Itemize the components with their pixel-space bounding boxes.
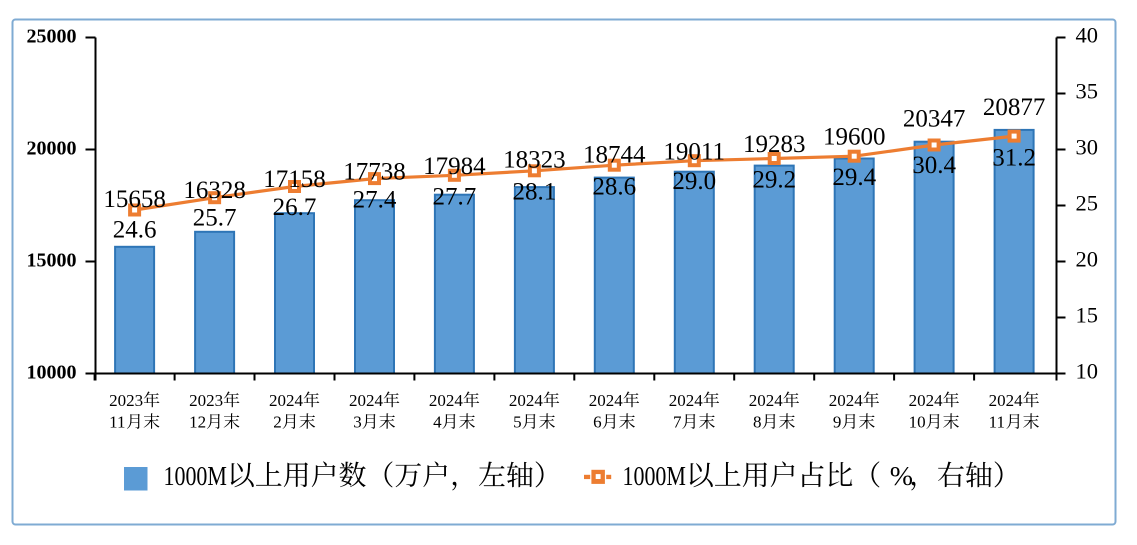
svg-text:25.7: 25.7 (193, 205, 237, 232)
svg-text:17158: 17158 (263, 166, 326, 193)
svg-text:10: 10 (909, 413, 926, 432)
svg-text:20877: 20877 (983, 94, 1046, 121)
svg-text:2024: 2024 (349, 391, 384, 410)
svg-text:15000: 15000 (27, 250, 77, 272)
svg-text:17984: 17984 (423, 153, 486, 180)
svg-text:12: 12 (189, 413, 206, 432)
svg-text:9: 9 (833, 413, 842, 432)
svg-text:%: % (890, 461, 913, 492)
svg-text:2024: 2024 (909, 391, 944, 410)
svg-text:2024: 2024 (269, 391, 304, 410)
svg-text:10000: 10000 (27, 362, 77, 384)
svg-text:2: 2 (273, 413, 282, 432)
svg-text:11: 11 (989, 413, 1005, 432)
svg-text:25000: 25000 (27, 26, 77, 48)
svg-text:27.7: 27.7 (433, 184, 477, 211)
svg-text:19011: 19011 (663, 139, 725, 166)
svg-text:8: 8 (753, 413, 762, 432)
svg-text:2024: 2024 (989, 391, 1024, 410)
svg-text:1000M: 1000M (623, 461, 686, 492)
svg-text:2024: 2024 (749, 391, 784, 410)
svg-text:26.7: 26.7 (273, 194, 317, 221)
svg-text:2024: 2024 (829, 391, 864, 410)
svg-text:30.4: 30.4 (912, 152, 956, 179)
svg-text:5: 5 (513, 413, 522, 432)
svg-text:4: 4 (433, 413, 442, 432)
svg-text:31.2: 31.2 (992, 144, 1036, 171)
svg-text:17738: 17738 (343, 159, 406, 186)
svg-text:29.0: 29.0 (672, 168, 716, 195)
svg-text:29.2: 29.2 (752, 167, 796, 194)
svg-text:10: 10 (1076, 358, 1099, 383)
svg-text:20: 20 (1076, 246, 1099, 271)
svg-text:3: 3 (353, 413, 362, 432)
svg-text:18323: 18323 (503, 147, 566, 174)
svg-text:2023: 2023 (109, 391, 143, 410)
svg-text:2024: 2024 (669, 391, 704, 410)
svg-text:11: 11 (109, 413, 125, 432)
svg-text:19600: 19600 (823, 124, 886, 151)
svg-text:24.6: 24.6 (113, 217, 157, 244)
svg-text:35: 35 (1076, 78, 1099, 103)
svg-text:19283: 19283 (743, 131, 806, 158)
svg-text:20347: 20347 (903, 105, 966, 132)
svg-text:28.1: 28.1 (513, 179, 557, 206)
svg-text:1000M: 1000M (164, 461, 227, 492)
svg-text:25: 25 (1076, 190, 1099, 215)
svg-text:7: 7 (673, 413, 682, 432)
svg-text:16328: 16328 (183, 177, 246, 204)
svg-text:40: 40 (1076, 22, 1099, 47)
svg-text:27.4: 27.4 (353, 186, 397, 213)
svg-text:29.4: 29.4 (832, 164, 876, 191)
svg-text:6: 6 (593, 413, 602, 432)
svg-text:2024: 2024 (589, 391, 624, 410)
svg-text:15658: 15658 (103, 186, 166, 213)
svg-text:18744: 18744 (583, 142, 646, 169)
svg-text:2023: 2023 (189, 391, 223, 410)
svg-text:20000: 20000 (27, 138, 77, 160)
svg-text:2024: 2024 (429, 391, 464, 410)
svg-text:15: 15 (1076, 302, 1099, 327)
svg-text:2024: 2024 (509, 391, 544, 410)
svg-text:28.6: 28.6 (592, 174, 636, 201)
svg-text:30: 30 (1076, 134, 1099, 159)
